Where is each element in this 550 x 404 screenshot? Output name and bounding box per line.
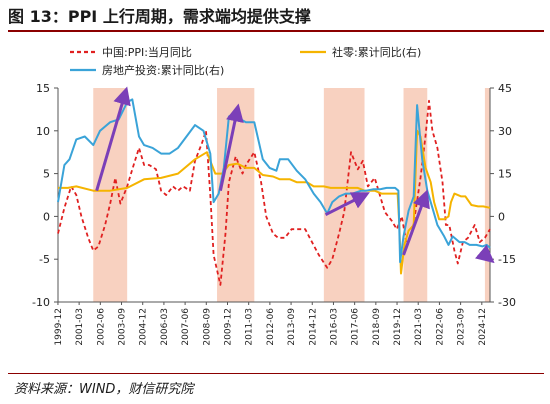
x-tick-label: 2019-12 <box>393 308 403 346</box>
left-tick-label: -5 <box>39 253 50 266</box>
x-tick-label: 2016-03 <box>329 308 339 346</box>
series-line-0 <box>57 99 491 286</box>
trend-arrow-2 <box>324 192 370 217</box>
x-tick-label: 2013-09 <box>287 308 297 346</box>
trend-arrow-0 <box>95 86 131 192</box>
left-tick-label: 10 <box>36 125 50 138</box>
x-tick-label: 2022-06 <box>435 308 445 346</box>
legend-label-0: 中国:PPI:当月同比 <box>102 45 192 59</box>
right-tick-label: 15 <box>498 168 512 181</box>
figure-title: 图 13：PPI 上行周期，需求端均提供支撑 <box>8 7 311 26</box>
source-rule <box>8 373 544 374</box>
series-lines <box>57 98 491 286</box>
series-line-1 <box>58 129 491 275</box>
x-tick-label: 2002-06 <box>96 308 106 346</box>
left-tick-label: 5 <box>43 168 50 181</box>
x-tick-label: 2014-12 <box>308 308 318 346</box>
source-note: 资料来源：WIND，财信研究院 <box>14 382 194 397</box>
x-tick-label: 2006-03 <box>160 308 170 346</box>
trend-arrow-1 <box>218 103 244 192</box>
legend-label-1: 社零:累计同比(右) <box>332 45 421 59</box>
right-tick-label: 45 <box>498 82 512 95</box>
shaded-period-4 <box>484 88 490 302</box>
trend-arrow-4 <box>475 244 495 264</box>
series-line-2 <box>57 98 491 264</box>
x-tick-label: 2023-09 <box>457 308 467 346</box>
title-rule <box>8 30 544 32</box>
x-tick-label: 2009-12 <box>223 308 233 346</box>
right-tick-label: 0 <box>498 210 505 223</box>
x-tick-label: 2024-12 <box>478 308 488 346</box>
legend: 中国:PPI:当月同比 社零:累计同比(右) 房地产投资:累计同比(右) <box>70 45 421 77</box>
left-tick-label: -10 <box>32 296 50 309</box>
x-tick-label: 2001-03 <box>75 308 85 346</box>
x-tick-label: 2008-09 <box>202 308 212 346</box>
x-tick-label: 2003-09 <box>118 308 128 346</box>
x-tick-label: 2011-03 <box>245 308 255 346</box>
x-tick-label: 2012-06 <box>266 308 276 346</box>
x-tick-label: 2004-12 <box>139 308 149 346</box>
x-tick-label: 2017-06 <box>351 308 361 346</box>
axes: 15 10 5 0 -5 -10 45 30 15 0 -15 -30 1999-12 2001-03 20… <box>32 82 516 346</box>
shaded-period-0 <box>93 88 128 302</box>
trend-arrows <box>95 86 495 264</box>
right-tick-label: 30 <box>498 125 512 138</box>
x-tick-label: 2018-09 <box>372 308 382 346</box>
left-tick-label: 0 <box>43 210 50 223</box>
left-tick-label: 15 <box>36 82 50 95</box>
right-tick-label: -15 <box>498 253 516 266</box>
x-tick-label: 2021-03 <box>414 308 424 346</box>
ppi-demand-chart: 15 10 5 0 -5 -10 45 30 15 0 -15 -30 1999-12 2001-03 20… <box>32 45 516 346</box>
x-tick-label: 1999-12 <box>54 308 64 346</box>
legend-label-2: 房地产投资:累计同比(右) <box>102 63 224 77</box>
x-tick-label: 2007-06 <box>181 308 191 346</box>
trend-arrow-3 <box>402 189 430 256</box>
right-tick-label: -30 <box>498 296 516 309</box>
